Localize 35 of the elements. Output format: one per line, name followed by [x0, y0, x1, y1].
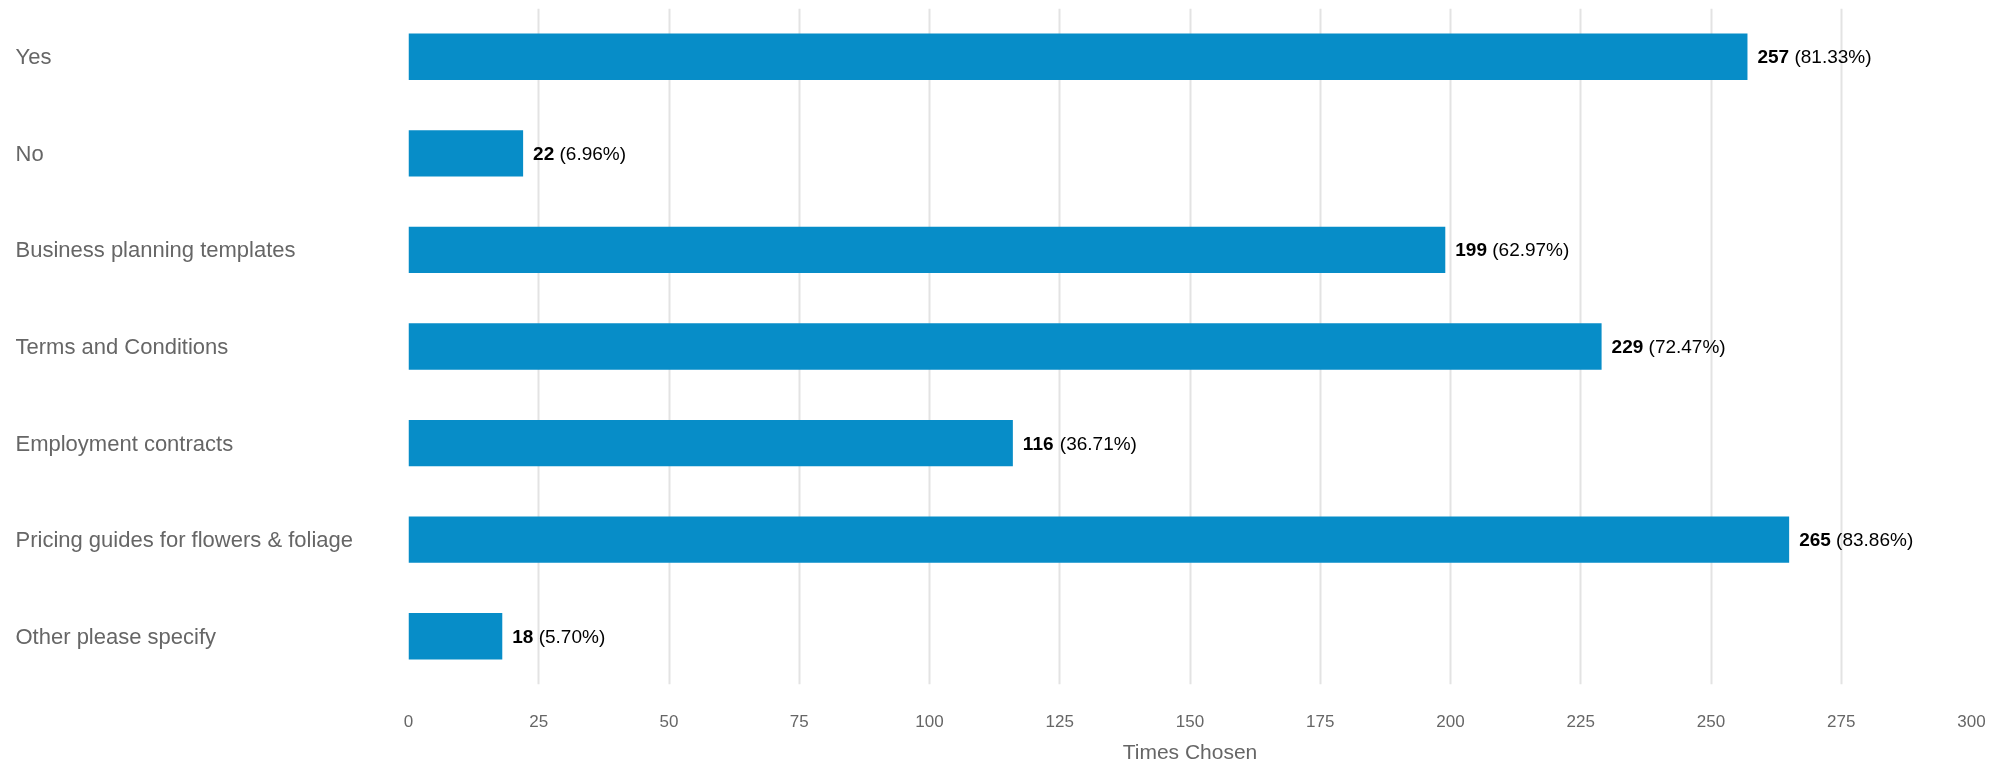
x-axis-title: Times Chosen	[1122, 739, 1258, 763]
text: 18 (5.70%)	[512, 625, 606, 647]
bar	[408, 33, 1748, 80]
y-tick-label: Employment contracts	[15, 430, 234, 456]
x-tick-label: 200	[1436, 711, 1465, 731]
y-tick-label: Yes	[15, 44, 52, 70]
x-tick-label: 0	[403, 711, 414, 731]
text: 229 (72.47%)	[1611, 336, 1726, 357]
x-tick-label: 225	[1566, 711, 1595, 731]
x-tick-label: 75	[789, 711, 809, 731]
x-tick-label: 175	[1306, 711, 1335, 731]
x-tick-label: 150	[1175, 711, 1205, 731]
x-tick-label: 275	[1827, 711, 1856, 731]
text: 199 (62.97%)	[1455, 239, 1570, 261]
bar	[408, 130, 524, 177]
bar	[408, 226, 1446, 274]
x-tick-label: 100	[915, 711, 944, 731]
text: 265 (83.86%)	[1799, 529, 1914, 551]
x-tick-label: 25	[529, 711, 549, 731]
bar	[408, 419, 1013, 467]
text: 22 (6.96%)	[533, 142, 627, 164]
y-tick-label: No	[15, 140, 44, 166]
x-tick-label: 300	[1957, 711, 1986, 731]
bar	[408, 516, 1790, 563]
text: 257 (81.33%)	[1757, 46, 1872, 68]
bar	[408, 613, 503, 660]
y-tick-label: Business planning templates	[15, 237, 296, 263]
text: 116 (36.71%)	[1022, 432, 1137, 454]
bar	[408, 323, 1602, 370]
y-tick-label: Pricing guides for flowers & foliage	[15, 527, 353, 553]
y-tick-label: Other please specify	[15, 623, 217, 649]
x-tick-label: 250	[1696, 711, 1726, 731]
x-tick-label: 50	[659, 711, 679, 731]
y-tick-label: Terms and Conditions	[15, 334, 229, 359]
x-tick-label: 125	[1045, 711, 1074, 731]
